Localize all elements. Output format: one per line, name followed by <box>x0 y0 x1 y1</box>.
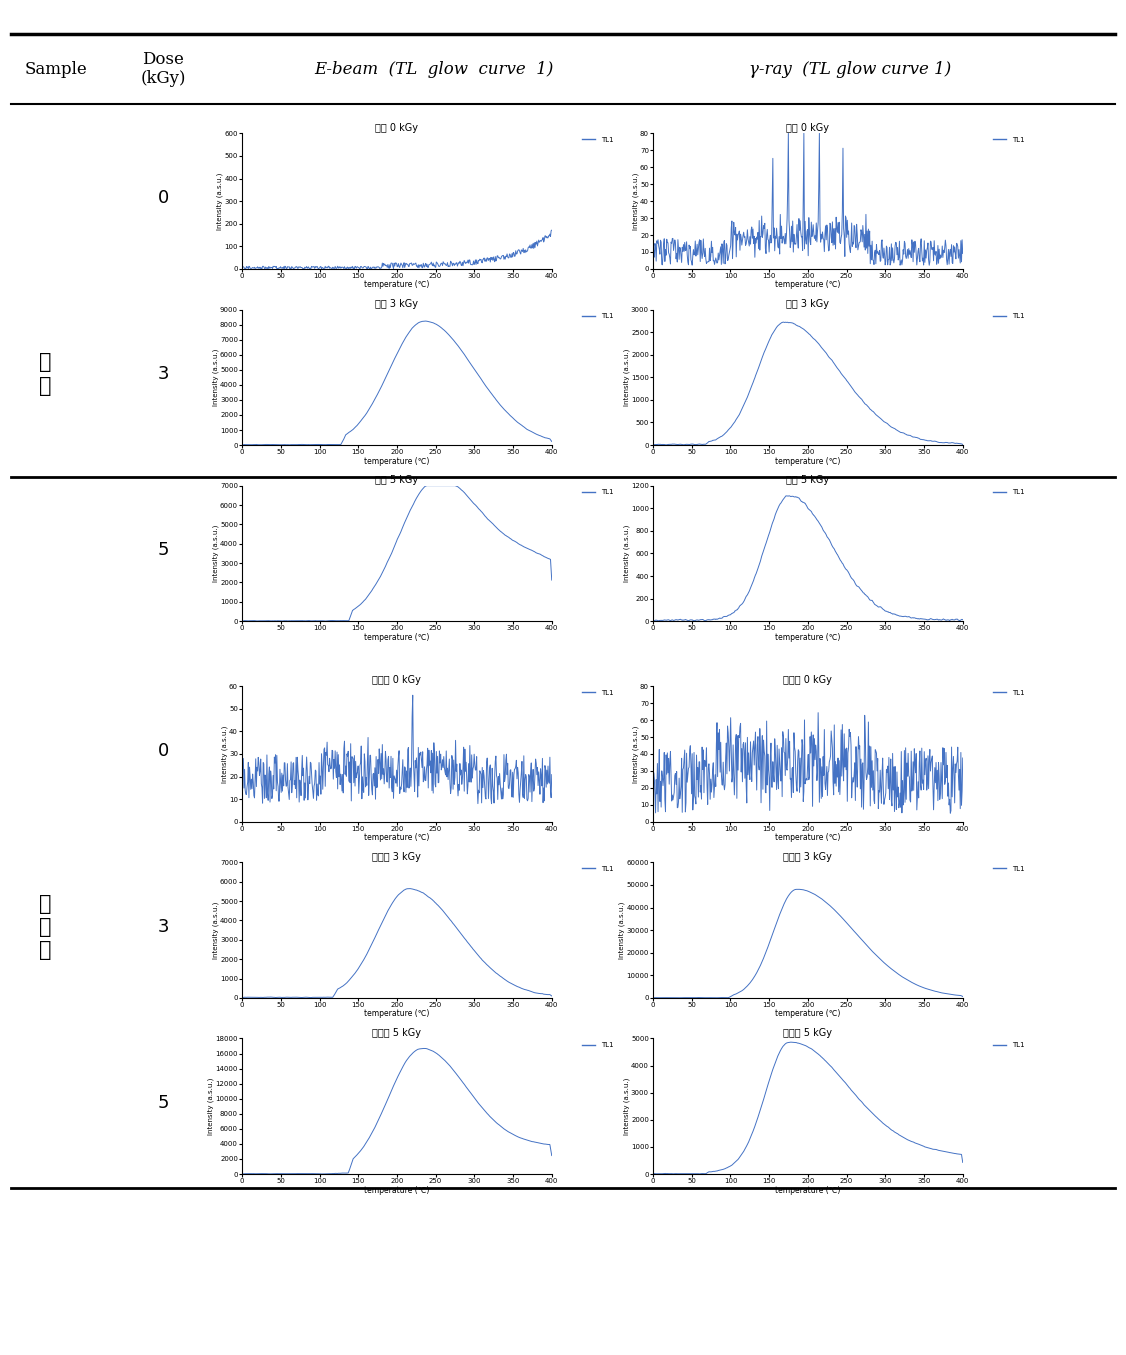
Text: 3: 3 <box>158 917 169 936</box>
Title: 기장 3 kGy: 기장 3 kGy <box>786 298 830 309</box>
Y-axis label: Intensity (a.s.u.): Intensity (a.s.u.) <box>212 348 218 406</box>
Legend: TL1: TL1 <box>990 863 1027 875</box>
Text: 0: 0 <box>158 188 169 207</box>
Text: 강
냥
콩: 강 냥 콩 <box>38 893 52 961</box>
Legend: TL1: TL1 <box>579 134 616 146</box>
Y-axis label: Intensity (a.s.u.): Intensity (a.s.u.) <box>212 901 218 959</box>
Legend: TL1: TL1 <box>579 863 616 875</box>
X-axis label: temperature (℃): temperature (℃) <box>775 833 841 843</box>
Title: 강납콩 0 kGy: 강납콩 0 kGy <box>784 675 832 686</box>
X-axis label: temperature (℃): temperature (℃) <box>775 1186 841 1195</box>
Text: 3: 3 <box>158 364 169 383</box>
Title: 강납콩 0 kGy: 강납콩 0 kGy <box>373 675 421 686</box>
Y-axis label: Intensity (a.s.u.): Intensity (a.s.u.) <box>623 348 629 406</box>
Title: 강납콩 3 kGy: 강납콩 3 kGy <box>373 851 421 862</box>
Text: Dose
(kGy): Dose (kGy) <box>141 50 186 88</box>
Text: 5: 5 <box>158 1093 169 1112</box>
Text: Sample: Sample <box>25 61 88 77</box>
Y-axis label: Intensity (a.s.u.): Intensity (a.s.u.) <box>216 172 223 230</box>
Legend: TL1: TL1 <box>579 1039 616 1051</box>
Text: E-beam  (TL  glow  curve  1): E-beam (TL glow curve 1) <box>314 61 553 77</box>
Title: 기장 0 kGy: 기장 0 kGy <box>375 122 419 133</box>
Legend: TL1: TL1 <box>990 1039 1027 1051</box>
Text: 5: 5 <box>158 541 169 560</box>
Title: 기장 0 kGy: 기장 0 kGy <box>786 122 830 133</box>
Title: 강납콩 3 kGy: 강납콩 3 kGy <box>784 851 832 862</box>
Title: 강납콩 5 kGy: 강납콩 5 kGy <box>373 1027 421 1038</box>
Legend: TL1: TL1 <box>990 310 1027 322</box>
X-axis label: temperature (℃): temperature (℃) <box>364 280 430 290</box>
Title: 기장 3 kGy: 기장 3 kGy <box>375 298 419 309</box>
Legend: TL1: TL1 <box>990 486 1027 499</box>
Y-axis label: Intensity (a.s.u.): Intensity (a.s.u.) <box>212 524 218 583</box>
Title: 기장 5 kGy: 기장 5 kGy <box>786 474 830 485</box>
Y-axis label: Intensity (a.s.u.): Intensity (a.s.u.) <box>618 901 625 959</box>
Legend: TL1: TL1 <box>990 134 1027 146</box>
Title: 강납콩 5 kGy: 강납콩 5 kGy <box>784 1027 832 1038</box>
Legend: TL1: TL1 <box>579 486 616 499</box>
X-axis label: temperature (℃): temperature (℃) <box>364 833 430 843</box>
Y-axis label: Intensity (a.s.u.): Intensity (a.s.u.) <box>632 725 638 783</box>
Y-axis label: Intensity (a.s.u.): Intensity (a.s.u.) <box>623 1077 629 1135</box>
X-axis label: temperature (℃): temperature (℃) <box>364 1186 430 1195</box>
X-axis label: temperature (℃): temperature (℃) <box>775 457 841 466</box>
X-axis label: temperature (℃): temperature (℃) <box>775 1009 841 1019</box>
Text: γ-ray  (TL glow curve 1): γ-ray (TL glow curve 1) <box>749 61 951 77</box>
Legend: TL1: TL1 <box>579 687 616 699</box>
X-axis label: temperature (℃): temperature (℃) <box>364 457 430 466</box>
Title: 기장 5 kGy: 기장 5 kGy <box>375 474 419 485</box>
Legend: TL1: TL1 <box>579 310 616 322</box>
Y-axis label: Intensity (a.s.u.): Intensity (a.s.u.) <box>632 172 638 230</box>
Y-axis label: Intensity (a.s.u.): Intensity (a.s.u.) <box>623 524 629 583</box>
Text: 기
장: 기 장 <box>38 352 52 396</box>
X-axis label: temperature (℃): temperature (℃) <box>775 633 841 642</box>
X-axis label: temperature (℃): temperature (℃) <box>364 633 430 642</box>
Y-axis label: Intensity (a.s.u.): Intensity (a.s.u.) <box>221 725 227 783</box>
Y-axis label: Intensity (a.s.u.): Intensity (a.s.u.) <box>207 1077 214 1135</box>
X-axis label: temperature (℃): temperature (℃) <box>364 1009 430 1019</box>
X-axis label: temperature (℃): temperature (℃) <box>775 280 841 290</box>
Text: 0: 0 <box>158 741 169 760</box>
Legend: TL1: TL1 <box>990 687 1027 699</box>
